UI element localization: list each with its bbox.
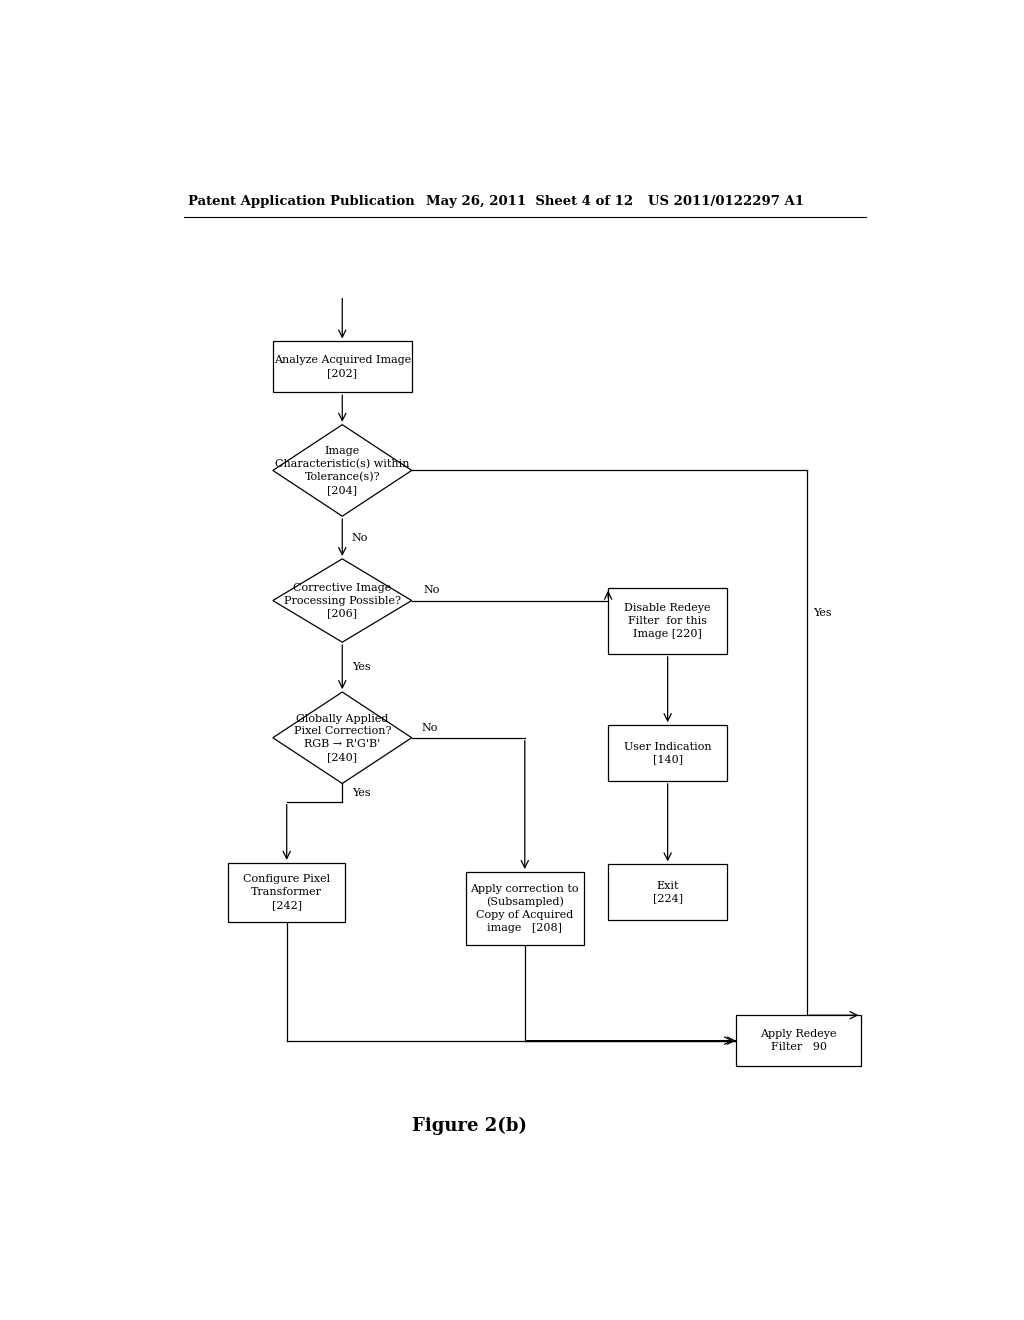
Text: May 26, 2011  Sheet 4 of 12: May 26, 2011 Sheet 4 of 12 (426, 194, 633, 207)
Text: No: No (424, 585, 440, 595)
Bar (608, 725, 727, 781)
Bar (608, 587, 727, 653)
Text: Patent Application Publication: Patent Application Publication (187, 194, 415, 207)
Text: Apply Redeye
Filter   90: Apply Redeye Filter 90 (761, 1030, 837, 1052)
Text: US 2011/0122297 A1: US 2011/0122297 A1 (648, 194, 804, 207)
Text: Apply correction to
(Subsampled)
Copy of Acquired
image   [208]: Apply correction to (Subsampled) Copy of… (471, 884, 579, 933)
Text: Figure 2(b): Figure 2(b) (412, 1117, 526, 1135)
Text: Yes: Yes (813, 607, 831, 618)
Text: Image
Characteristic(s) within
Tolerance(s)?
[204]: Image Characteristic(s) within Tolerance… (275, 446, 410, 495)
Bar (228, 863, 345, 921)
Text: Yes: Yes (352, 663, 371, 672)
Text: Corrective Image
Processing Possible?
[206]: Corrective Image Processing Possible? [2… (284, 582, 400, 618)
Text: No: No (352, 532, 369, 543)
Text: Disable Redeye
Filter  for this
Image [220]: Disable Redeye Filter for this Image [22… (625, 603, 711, 639)
Text: Exit
[224]: Exit [224] (652, 880, 683, 904)
Text: Yes: Yes (352, 788, 371, 797)
Text: Analyze Acquired Image
[202]: Analyze Acquired Image [202] (273, 355, 411, 378)
Text: User Indication
[140]: User Indication [140] (624, 742, 712, 764)
Bar (466, 873, 584, 945)
Bar (736, 1015, 861, 1067)
Polygon shape (272, 558, 412, 643)
Text: Globally Applied
Pixel Correction?
RGB → R'G'B'
[240]: Globally Applied Pixel Correction? RGB →… (294, 714, 391, 762)
Text: No: No (421, 722, 437, 733)
Polygon shape (272, 692, 412, 784)
Bar (608, 865, 727, 920)
Text: Configure Pixel
Transformer
[242]: Configure Pixel Transformer [242] (243, 874, 331, 909)
Bar (272, 342, 412, 392)
Polygon shape (272, 425, 412, 516)
